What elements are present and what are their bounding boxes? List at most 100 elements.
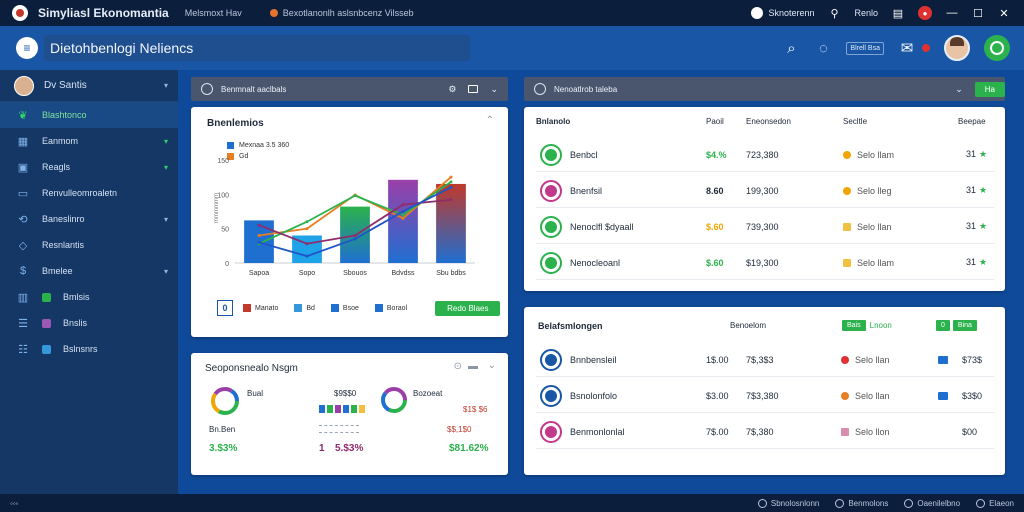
star-icon: ★ bbox=[979, 257, 988, 267]
sidebar-item[interactable]: ▦ Eanmom ▾ bbox=[0, 128, 178, 154]
avatar[interactable] bbox=[944, 35, 970, 61]
row-value-1: $.60 bbox=[706, 257, 724, 268]
bottom-table-filter-1[interactable]: Bais Lnoon bbox=[842, 320, 892, 331]
row-status: Selo llam bbox=[843, 258, 894, 268]
maximize-icon[interactable]: ☐ bbox=[973, 7, 983, 20]
row-name: Bnenfsil bbox=[570, 185, 603, 196]
bottom-table-title: Belafsmlongen bbox=[538, 321, 603, 331]
sidebar-item-label: Reagls bbox=[42, 162, 71, 172]
col-header[interactable]: Beepae bbox=[958, 117, 986, 126]
sidebar-item[interactable]: ▣ Reagls ▾ bbox=[0, 154, 178, 180]
sidebar-item[interactable]: ☷ Bslnsnrs bbox=[0, 336, 178, 362]
account-button[interactable]: Sknoterenn bbox=[751, 7, 814, 19]
alert-icon[interactable]: ✉ bbox=[900, 40, 914, 57]
window-icon[interactable] bbox=[468, 85, 479, 93]
chart-legend: Mexnaa 3.5 360 Gd bbox=[227, 140, 289, 162]
sidebar-user-name: Dv Santis bbox=[44, 80, 87, 91]
export-icon[interactable]: 0 bbox=[217, 300, 233, 316]
profile-link[interactable]: Renlo bbox=[854, 8, 878, 18]
minimize-icon[interactable]: — bbox=[946, 7, 958, 19]
chevron-down-icon[interactable]: ⌄ bbox=[955, 83, 963, 94]
series-3-point bbox=[257, 240, 261, 244]
tag-icon: ◇ bbox=[18, 239, 28, 252]
row-name: Benmonlonlal bbox=[570, 426, 625, 437]
status-item[interactable]: Elaeon bbox=[976, 498, 1014, 508]
row-value-1: $.60 bbox=[706, 221, 724, 232]
shield-icon[interactable]: ◌ bbox=[818, 39, 828, 57]
panel-menu-icon[interactable] bbox=[201, 83, 213, 95]
table-row[interactable]: Nenoclfl $dyaall $.60 739,300 Selo llan 31 ★ bbox=[536, 210, 994, 244]
clipboard-icon[interactable]: ▤ bbox=[892, 7, 904, 20]
x-tick-label: Sopo bbox=[299, 270, 315, 277]
status-toggle-icon[interactable] bbox=[984, 35, 1010, 61]
table-row[interactable]: Bsnolonfolo $3.00 7$3,380 Selo llan $3$0 bbox=[536, 379, 994, 413]
star-icon: ★ bbox=[979, 185, 988, 195]
menu-view[interactable]: Melsmoxt Hav bbox=[184, 8, 242, 18]
header-search-field[interactable]: Dietohbenlogi Neliencs bbox=[44, 35, 470, 61]
col-header[interactable]: Eneonsedon bbox=[746, 117, 791, 126]
menu-tab[interactable]: Bexotlanonlh aslsnbcenz Vilsseb bbox=[269, 8, 414, 18]
row-value-1: 8.60 bbox=[706, 185, 724, 196]
table-row[interactable]: Benbcl $4.% 723,380 Selo llam 31 ★ bbox=[536, 138, 994, 172]
leaf-icon: ❦ bbox=[18, 109, 28, 122]
notification-icon[interactable]: ● bbox=[918, 6, 932, 20]
panel-menu-icon[interactable] bbox=[534, 83, 546, 95]
series-0-point bbox=[305, 227, 309, 231]
status-dot-icon bbox=[843, 151, 851, 160]
series-3-point bbox=[401, 209, 405, 213]
chevron-down-icon[interactable]: ⌄ bbox=[487, 360, 496, 371]
row-name: Bnnbensleil bbox=[570, 354, 617, 365]
sidebar-item[interactable]: ⟲ Baneslinro ▾ bbox=[0, 206, 178, 232]
series-2-point bbox=[401, 203, 405, 207]
table-row[interactable]: Bnenfsil 8.60 199,300 Selo lleg 31 ★ bbox=[536, 174, 994, 208]
bell-icon[interactable]: ⚲ bbox=[830, 7, 839, 20]
bar-4[interactable] bbox=[436, 183, 466, 263]
table-row[interactable]: Bnnbensleil 1$.00 7$,3$3 Selo llan $73$ bbox=[536, 343, 994, 377]
close-icon[interactable]: ✕ bbox=[999, 7, 1009, 20]
star-icon: ★ bbox=[979, 221, 988, 231]
table-row[interactable]: Benmonlonlal 7$.00 7$,380 Selo llon $00 bbox=[536, 415, 994, 449]
chevron-up-icon[interactable]: ⌃ bbox=[485, 115, 494, 126]
sidebar-item[interactable]: ▥ Bmlsis bbox=[0, 284, 178, 310]
sidebar-item[interactable]: ☰ Bnslis bbox=[0, 310, 178, 336]
header-badge[interactable]: Blrell Bsa bbox=[846, 41, 884, 55]
legend-label: Gd bbox=[239, 153, 249, 160]
sidebar-item[interactable]: ◇ Resnlantis bbox=[0, 232, 178, 258]
chevron-down-icon[interactable]: ⌄ bbox=[490, 83, 498, 94]
col-header[interactable]: Paoil bbox=[706, 117, 724, 126]
sidebar-item[interactable]: $ Bmelee ▾ bbox=[0, 258, 178, 284]
row-value-2: 7$,3$3 bbox=[746, 354, 774, 365]
tab-dot-icon bbox=[269, 9, 278, 17]
footer-swatch bbox=[243, 304, 251, 312]
series-3-point bbox=[305, 254, 309, 258]
row-status: Selo llan bbox=[841, 391, 890, 401]
status-item[interactable]: Oaenilelbno bbox=[904, 498, 960, 508]
chevron-down-icon: ▾ bbox=[163, 136, 168, 146]
donut-chart-right bbox=[381, 387, 407, 413]
row-value-2: 7$3,380 bbox=[746, 390, 779, 401]
search-icon[interactable]: ⌕ bbox=[787, 39, 796, 57]
table-action-button[interactable]: Ha bbox=[974, 81, 1005, 97]
sidebar-item[interactable]: ❦ Blashtonco bbox=[0, 102, 178, 128]
status-dot-icon bbox=[841, 392, 849, 401]
chart-action-button[interactable]: Redo Blaes bbox=[435, 300, 501, 316]
sidebar-user[interactable]: Dv Santis ▾ bbox=[0, 70, 178, 102]
bar-chart: 0 50 100 150 mmmmmm Sapoa Sopo Sbouos Bdvdss Sbu … bbox=[214, 158, 475, 277]
row-right: $3$0 bbox=[938, 391, 982, 401]
row-status-label: Selo llam bbox=[857, 257, 895, 268]
status-item[interactable]: Benmolons bbox=[835, 498, 888, 508]
statusbar-dot: ◦◦◦ bbox=[10, 498, 19, 508]
sidebar-item[interactable]: ▭ Renvulleomroaletn bbox=[0, 180, 178, 206]
col-header[interactable]: Bnlanolo bbox=[536, 117, 571, 126]
bottom-table-filter-2[interactable]: 0 Bina bbox=[936, 320, 977, 331]
more-icon[interactable]: ▬ bbox=[468, 361, 478, 372]
col-header[interactable]: Secltle bbox=[843, 117, 868, 126]
series-2-point bbox=[257, 223, 261, 227]
status-item[interactable]: Sbnolosnlonn bbox=[757, 498, 819, 508]
bottom-table-col[interactable]: Benoelom bbox=[730, 321, 767, 330]
info-icon[interactable]: ⊙ bbox=[453, 361, 462, 372]
row-rank-value: 31 bbox=[966, 149, 977, 159]
settings-icon[interactable]: ⚙ bbox=[448, 83, 457, 94]
table-row[interactable]: Nenocleoanl $.60 $19,300 Selo llam 31 ★ bbox=[536, 246, 994, 280]
bar-3[interactable] bbox=[388, 179, 418, 263]
